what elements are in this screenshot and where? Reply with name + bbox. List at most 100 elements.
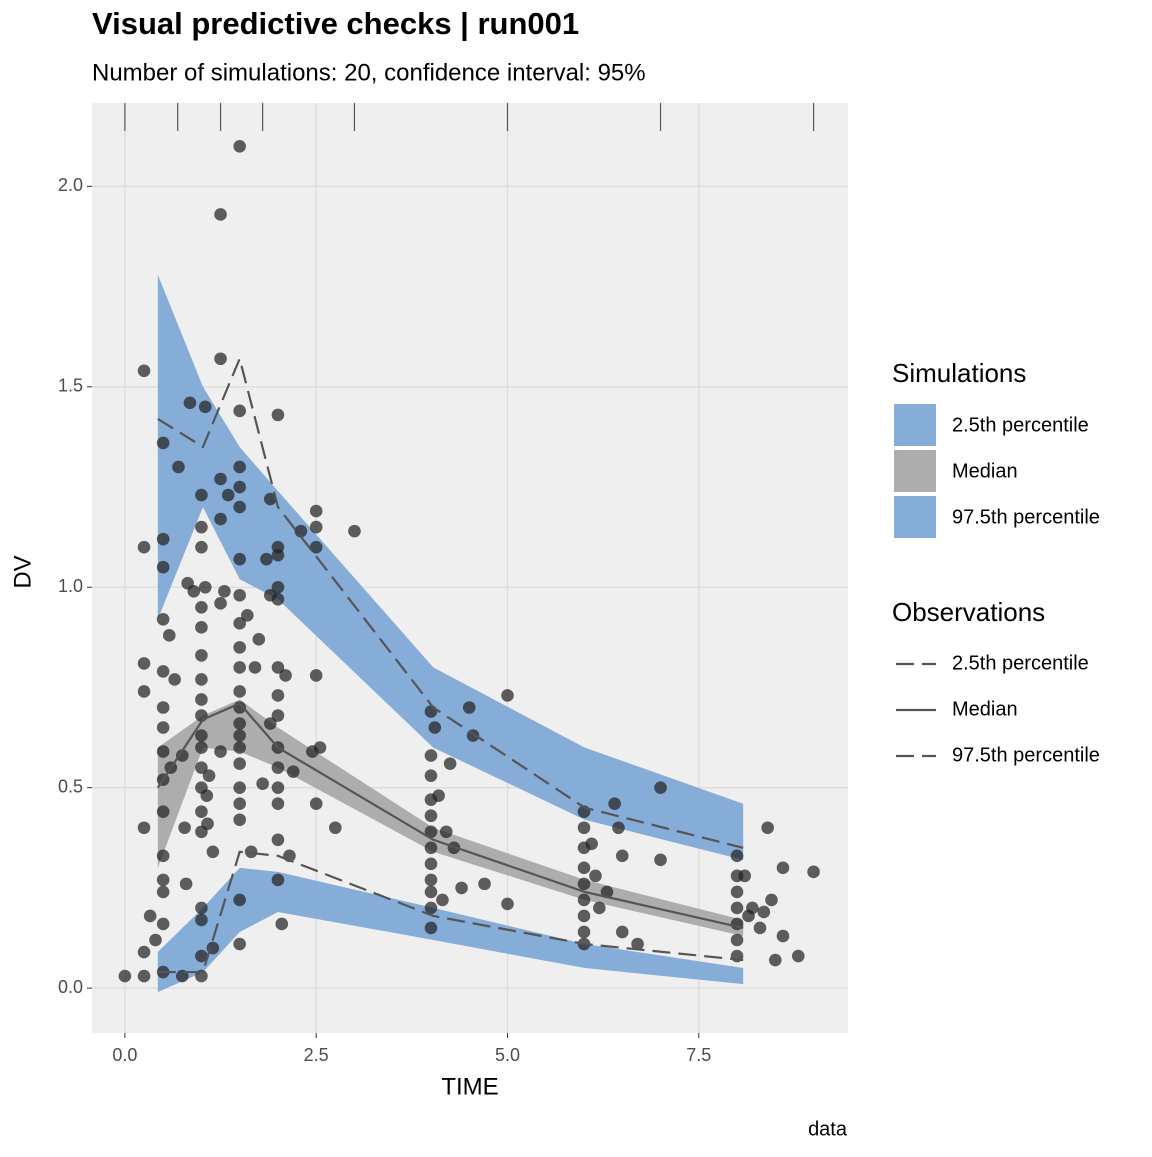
- observation-point: [156, 613, 170, 626]
- observation-point: [233, 781, 246, 794]
- observation-point: [730, 849, 744, 863]
- observation-point: [233, 717, 246, 730]
- observation-point: [195, 673, 208, 686]
- observation-point: [233, 661, 246, 674]
- observation-point: [137, 364, 151, 378]
- observation-point: [309, 504, 323, 518]
- observation-point: [241, 609, 254, 622]
- observation-point: [214, 745, 227, 758]
- observation-point: [195, 649, 208, 662]
- observation-point: [233, 552, 246, 566]
- observation-point: [156, 701, 170, 714]
- observation-point: [214, 352, 227, 366]
- observation-point: [156, 436, 170, 450]
- observation-point: [233, 617, 246, 630]
- observation-point: [195, 741, 208, 754]
- observation-point: [195, 913, 208, 927]
- observation-point: [137, 657, 151, 670]
- observation-point: [118, 969, 132, 983]
- observation-point: [271, 548, 285, 562]
- legend-label: Median: [952, 460, 1018, 482]
- chart-title: Visual predictive checks | run001: [92, 6, 579, 41]
- observation-point: [195, 729, 208, 742]
- observation-point: [439, 825, 453, 839]
- observation-point: [156, 721, 170, 734]
- observation-point: [198, 400, 212, 414]
- observation-point: [776, 861, 790, 875]
- observation-point: [443, 757, 457, 770]
- observation-point: [294, 524, 308, 538]
- observation-point: [137, 821, 151, 835]
- observation-point: [178, 821, 191, 835]
- observation-point: [577, 861, 591, 875]
- observation-point: [156, 873, 170, 887]
- observation-point: [244, 845, 258, 859]
- y-tick-label: 0.5: [58, 776, 83, 796]
- observation-point: [757, 905, 771, 919]
- observation-point: [738, 869, 752, 883]
- observation-point: [233, 937, 246, 951]
- observation-point: [218, 584, 231, 598]
- observation-point: [271, 580, 285, 594]
- observation-point: [585, 837, 598, 851]
- observation-point: [179, 877, 193, 891]
- observation-point: [730, 885, 744, 899]
- observation-point: [156, 560, 170, 574]
- legend-label: 2.5th percentile: [952, 414, 1089, 436]
- observation-point: [428, 721, 442, 734]
- observation-point: [631, 937, 644, 951]
- observation-point: [730, 933, 744, 947]
- simulation-band: [157, 699, 744, 936]
- observation-point: [198, 580, 212, 594]
- legend-swatch: [894, 496, 936, 538]
- observation-point: [309, 797, 323, 811]
- observation-point: [286, 765, 300, 778]
- legend-label: Median: [952, 698, 1018, 720]
- observation-point: [615, 849, 629, 863]
- observation-point: [233, 741, 246, 754]
- simulation-band: [157, 274, 744, 860]
- observation-point: [577, 821, 591, 835]
- legend-title: Observations: [892, 597, 1045, 627]
- observation-point: [143, 909, 157, 923]
- observation-point: [424, 809, 438, 823]
- observation-line: [156, 702, 744, 930]
- observation-point: [149, 933, 162, 947]
- observation-point: [271, 781, 285, 794]
- observation-point: [424, 749, 438, 762]
- observation-point: [195, 949, 208, 963]
- observation-point: [577, 925, 591, 939]
- observation-point: [769, 953, 782, 967]
- observation-point: [348, 524, 361, 538]
- observation-point: [201, 817, 214, 831]
- observation-point: [753, 921, 767, 935]
- observation-point: [501, 689, 514, 702]
- observation-point: [156, 665, 170, 678]
- observation-point: [137, 969, 151, 983]
- observation-point: [195, 901, 208, 915]
- observation-point: [156, 917, 170, 931]
- observation-point: [424, 769, 438, 782]
- observation-point: [187, 584, 201, 598]
- observation-point: [233, 729, 246, 742]
- observation-point: [162, 629, 176, 642]
- observation-point: [577, 909, 591, 923]
- observation-point: [168, 673, 181, 686]
- plot-panel: [92, 103, 848, 1033]
- y-axis-title: DV: [9, 555, 36, 588]
- observation-point: [260, 552, 273, 566]
- observation-point: [455, 881, 468, 895]
- observation-point: [233, 139, 246, 153]
- x-tick-label: 5.0: [495, 1045, 520, 1065]
- observation-point: [233, 685, 246, 698]
- observation-point: [746, 901, 759, 915]
- observation-point: [206, 845, 220, 859]
- observation-point: [156, 885, 170, 899]
- observation-point: [172, 460, 185, 474]
- observation-point: [791, 949, 805, 963]
- y-tick-label: 0.0: [58, 977, 83, 997]
- legend-swatch: [894, 450, 936, 492]
- observation-point: [309, 520, 323, 534]
- legend-label: 97.5th percentile: [952, 506, 1100, 528]
- observation-point: [424, 901, 438, 915]
